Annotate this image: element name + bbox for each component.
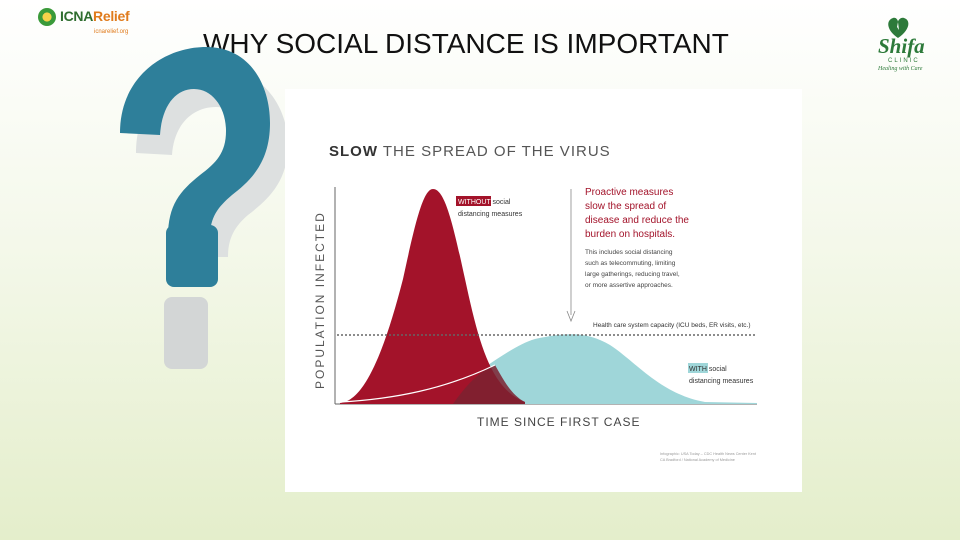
- with-label-line2: distancing measures: [689, 378, 754, 385]
- x-axis-label: TIME SINCE FIRST CASE: [477, 415, 640, 429]
- callout-body-line: This includes social distancing: [585, 249, 673, 256]
- source-line: CA Bradford / National Academy of Medici…: [660, 458, 735, 462]
- with-label: WITH social: [689, 366, 727, 373]
- callout-line: slow the spread of: [585, 201, 666, 212]
- title-rest: THE SPREAD OF THE VIRUS: [378, 143, 611, 160]
- callout-body-line: or more assertive approaches.: [585, 282, 673, 289]
- logo-brand-main: ICNA: [60, 8, 94, 24]
- callout-arrow-head-icon: [566, 310, 576, 323]
- clinic-subtitle: CLINIC: [888, 58, 920, 64]
- callout-heading: Proactive measures slow the spread of di…: [585, 187, 689, 240]
- callout-line: Proactive measures: [585, 187, 673, 198]
- logo-tagline: icnarelief.org: [94, 29, 129, 35]
- infographic-title: SLOW THE SPREAD OF THE VIRUS: [329, 143, 611, 160]
- without-highlight: [456, 196, 491, 206]
- overlap-region: [453, 365, 525, 404]
- icna-emblem-icon: [38, 8, 56, 26]
- without-label-line2: distancing measures: [458, 211, 523, 218]
- capacity-label: Health care system capacity (ICU beds, E…: [593, 322, 751, 329]
- shifa-clinic-logo: Shifa CLINIC Healing with Care: [872, 14, 938, 76]
- logo-brand-accent: Relief: [93, 8, 130, 24]
- title-bold: SLOW: [329, 143, 378, 160]
- callout-body-line: large gatherings, reducing travel,: [585, 271, 680, 278]
- with-highlight: [688, 363, 708, 373]
- without-label: WITHOUT social: [458, 199, 511, 206]
- icna-relief-logo: ICNARelief icnarelief.org: [38, 6, 148, 40]
- clinic-slogan: Healing with Care: [878, 66, 923, 72]
- y-axis-label: POPULATION INFECTED: [313, 211, 327, 389]
- callout-body: This includes social distancing such as …: [585, 249, 680, 289]
- clinic-name: Shifa: [878, 34, 925, 58]
- slide-title: WHY SOCIAL DISTANCE IS IMPORTANT: [203, 28, 729, 59]
- without-distancing-curve: [340, 189, 525, 404]
- callout-line: burden on hospitals.: [585, 229, 675, 240]
- source-line: Infographic: USA Today – CDC Health News…: [660, 452, 757, 456]
- infographic-svg: SLOW THE SPREAD OF THE VIRUS POPULATION …: [313, 143, 757, 462]
- callout-body-line: such as telecommuting, limiting: [585, 260, 676, 267]
- heart-icon: [888, 17, 909, 38]
- callout-line: disease and reduce the: [585, 215, 689, 226]
- infographic-card: SLOW THE SPREAD OF THE VIRUS POPULATION …: [285, 89, 802, 492]
- trend-line: [339, 364, 496, 403]
- question-mark-icon: [120, 47, 288, 369]
